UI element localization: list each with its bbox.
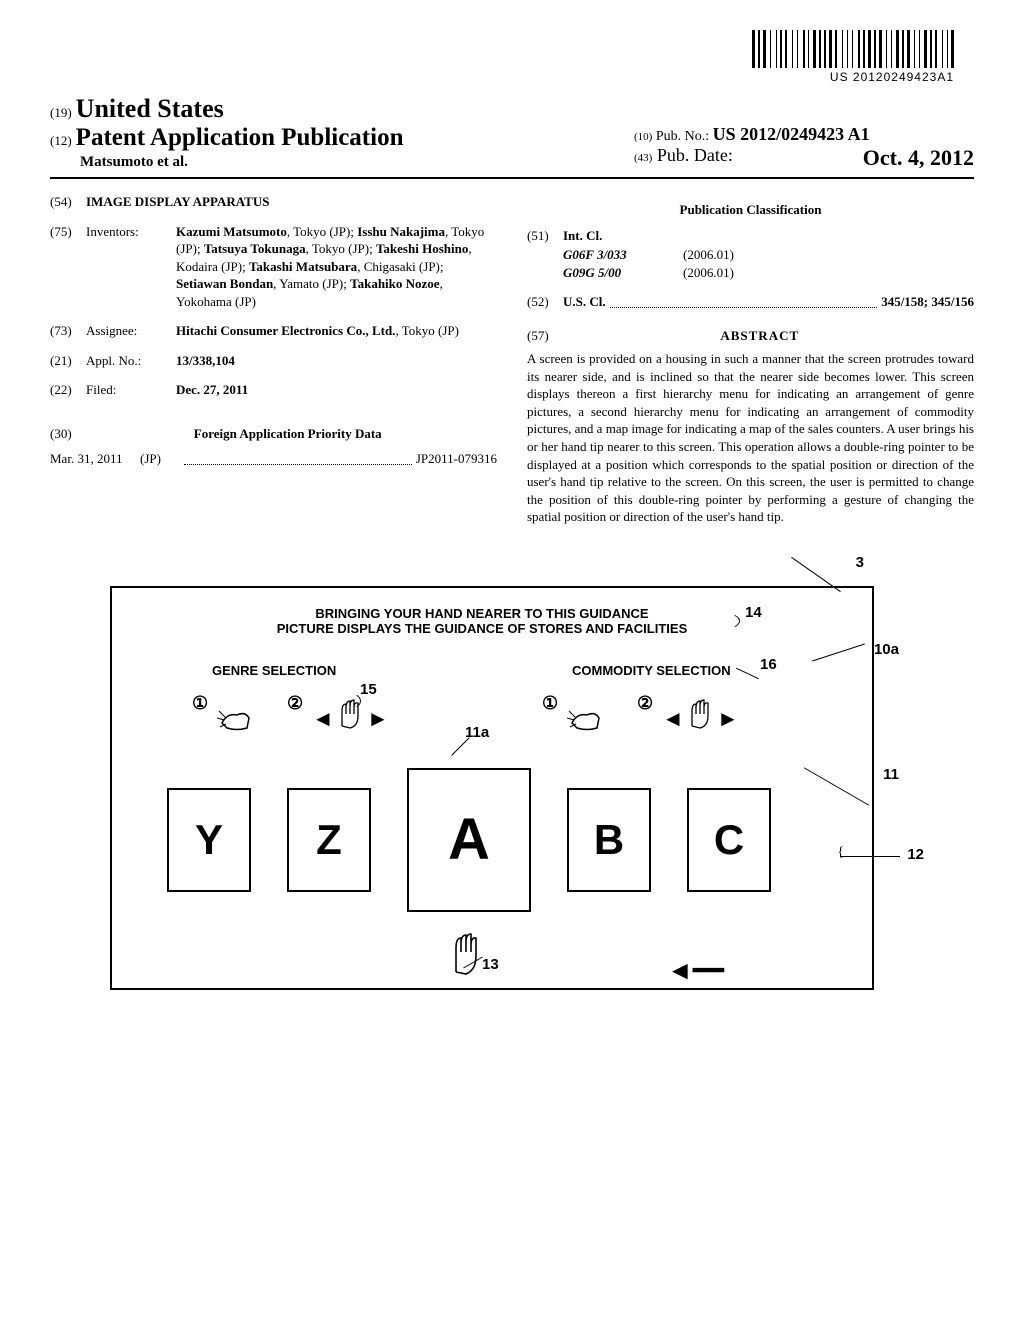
uscl-num: (52) (527, 293, 563, 311)
banner-line1: BRINGING YOUR HAND NEARER TO THIS GUIDAN… (315, 606, 648, 621)
arrow-left-icon: ◄ (312, 706, 334, 732)
banner-line2: PICTURE DISPLAYS THE GUIDANCE OF STORES … (277, 621, 688, 636)
leader-12 (840, 856, 900, 857)
pubdate-num: (43) (634, 152, 652, 164)
assignee-num: (73) (50, 322, 86, 340)
pub-type: Patent Application Publication (76, 124, 404, 151)
arrow-left-icon-2: ◄ (662, 706, 684, 732)
arrow-right-icon-2: ► (717, 706, 739, 732)
hand-wave-icon-2 (684, 696, 714, 731)
ref-14: 14 (745, 604, 762, 621)
applno-num: (21) (50, 352, 86, 370)
country: United States (76, 94, 224, 123)
foreign-app: JP2011-079316 (416, 450, 497, 468)
arrow-thick-left-icon: ◄━━ (667, 956, 724, 986)
ref-16: 16 (760, 656, 777, 673)
leader-14 (678, 610, 740, 632)
intcl-2-year: (2006.01) (683, 264, 734, 282)
inventors-list: Kazumi Matsumoto, Tokyo (JP); Isshu Naka… (176, 223, 497, 311)
abstract-text: A screen is provided on a housing in suc… (527, 350, 974, 525)
ref-10a: 10a (874, 641, 899, 658)
intcl-label: Int. Cl. (563, 228, 602, 243)
foreign-num: (30) (50, 425, 86, 443)
header-authors: Matsumoto et al. (50, 154, 403, 171)
pubclass-title: Publication Classification (527, 201, 974, 219)
hand-approach-icon-2 (567, 703, 607, 733)
hand-pointer-icon (442, 928, 486, 976)
pubno-label: Pub. No.: (656, 129, 709, 144)
bibliographic-columns: (54) IMAGE DISPLAY APPARATUS (75) Invent… (50, 193, 974, 526)
inventors-label: Inventors: (86, 223, 176, 311)
pubno-num: (10) (634, 131, 652, 143)
commodity-label: COMMODITY SELECTION (572, 663, 731, 678)
right-column: Publication Classification (51) Int. Cl.… (527, 193, 974, 526)
divider-heavy (50, 177, 974, 179)
ref-15: 15 (360, 681, 377, 698)
barcode-area: US 20120249423A1 (50, 30, 974, 86)
arrow-right-icon: ► (367, 706, 389, 732)
barcode-text: US 20120249423A1 (752, 70, 954, 84)
applno-label: Appl. No.: (86, 352, 176, 370)
foreign-date: Mar. 31, 2011 (50, 450, 140, 468)
leader-12-brace: { (837, 845, 844, 861)
intcl-1-year: (2006.01) (683, 246, 734, 264)
left-column: (54) IMAGE DISPLAY APPARATUS (75) Invent… (50, 193, 497, 526)
fig-outer-frame: BRINGING YOUR HAND NEARER TO THIS GUIDAN… (110, 586, 874, 990)
inventors-num: (75) (50, 223, 86, 311)
genre-step1: ① (192, 693, 208, 714)
ref-3: 3 (856, 554, 864, 571)
dotline (184, 454, 412, 465)
foreign-country: (JP) (140, 450, 180, 468)
invention-title: IMAGE DISPLAY APPARATUS (86, 194, 269, 209)
intcl-1-code: G06F 3/033 (563, 247, 627, 262)
intcl-2-code: G09G 5/00 (563, 265, 621, 280)
dotline-2 (610, 296, 878, 307)
assignee-val: Hitachi Consumer Electronics Co., Ltd., … (176, 322, 497, 340)
filed-val: Dec. 27, 2011 (176, 382, 248, 397)
foreign-title: Foreign Application Priority Data (89, 425, 486, 443)
card-Z: Z (287, 788, 371, 892)
filed-label: Filed: (86, 381, 176, 399)
figure: 3 BRINGING YOUR HAND NEARER TO THIS GUID… (50, 556, 974, 1026)
commodity-step1: ① (542, 693, 558, 714)
applno-val: 13/338,104 (176, 353, 235, 368)
commodity-step2: ② (637, 693, 653, 714)
card-Y: Y (167, 788, 251, 892)
genre-label: GENRE SELECTION (212, 663, 336, 678)
ref-13: 13 (482, 956, 499, 973)
header: (19) United States (12) Patent Applicati… (50, 94, 974, 171)
ref-12: 12 (907, 846, 924, 863)
ref-11: 11 (883, 766, 899, 783)
abstract-title: ABSTRACT (566, 327, 953, 345)
card-B: B (567, 788, 651, 892)
assignee-label: Assignee: (86, 322, 176, 340)
pubdate: Oct. 4, 2012 (863, 145, 974, 171)
leader-15 (323, 691, 361, 711)
pub-type-num: (12) (50, 133, 72, 148)
filed-num: (22) (50, 381, 86, 399)
barcode-lines (752, 30, 954, 68)
card-A: A (407, 768, 531, 912)
card-C: C (687, 788, 771, 892)
uscl-val: 345/158; 345/156 (881, 293, 974, 311)
hand-approach-icon (217, 703, 257, 733)
genre-step2: ② (287, 693, 303, 714)
intcl-num: (51) (527, 227, 563, 245)
abstract-num: (57) (527, 327, 563, 345)
uscl-label: U.S. Cl. (563, 293, 606, 311)
country-num: (19) (50, 105, 72, 120)
title-num: (54) (50, 193, 86, 211)
pubno: US 2012/0249423 A1 (713, 124, 870, 144)
pubdate-label: Pub. Date: (657, 145, 733, 165)
